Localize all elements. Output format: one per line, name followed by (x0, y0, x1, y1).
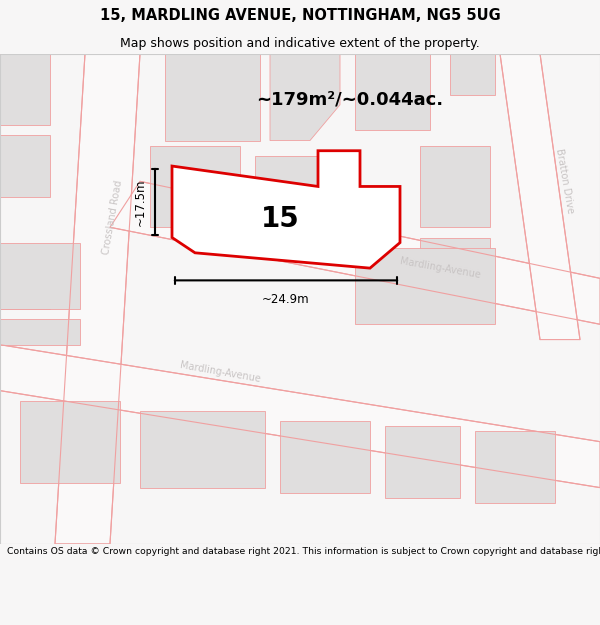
Polygon shape (385, 426, 460, 498)
Text: Mardling-Avenue: Mardling-Avenue (179, 360, 261, 384)
Text: ~179m²/~0.044ac.: ~179m²/~0.044ac. (256, 91, 443, 109)
Polygon shape (280, 421, 370, 492)
Polygon shape (0, 242, 80, 309)
Polygon shape (55, 54, 140, 544)
Text: Map shows position and indicative extent of the property.: Map shows position and indicative extent… (120, 36, 480, 49)
Polygon shape (0, 319, 80, 345)
Polygon shape (355, 54, 430, 131)
Polygon shape (420, 238, 490, 309)
Polygon shape (140, 411, 265, 488)
Polygon shape (270, 54, 340, 141)
Polygon shape (450, 54, 495, 94)
Text: Contains OS data © Crown copyright and database right 2021. This information is : Contains OS data © Crown copyright and d… (7, 547, 600, 556)
Polygon shape (0, 345, 600, 488)
Polygon shape (165, 54, 260, 141)
Polygon shape (110, 181, 600, 324)
Polygon shape (0, 136, 50, 197)
Text: Crossland Road: Crossland Road (101, 179, 124, 255)
Polygon shape (0, 54, 50, 125)
Text: ~24.9m: ~24.9m (262, 292, 310, 306)
Text: Mardling-Avenue: Mardling-Avenue (399, 256, 481, 280)
Polygon shape (172, 151, 400, 268)
Polygon shape (255, 156, 345, 242)
Polygon shape (500, 54, 580, 339)
Polygon shape (420, 146, 490, 228)
Text: Bratton Drive: Bratton Drive (554, 148, 575, 214)
Polygon shape (20, 401, 120, 482)
Polygon shape (150, 146, 240, 228)
Text: 15, MARDLING AVENUE, NOTTINGHAM, NG5 5UG: 15, MARDLING AVENUE, NOTTINGHAM, NG5 5UG (100, 8, 500, 22)
Polygon shape (0, 258, 50, 309)
Polygon shape (355, 248, 495, 324)
Polygon shape (475, 431, 555, 503)
Text: 15: 15 (260, 205, 299, 233)
Text: ~17.5m: ~17.5m (134, 178, 147, 226)
